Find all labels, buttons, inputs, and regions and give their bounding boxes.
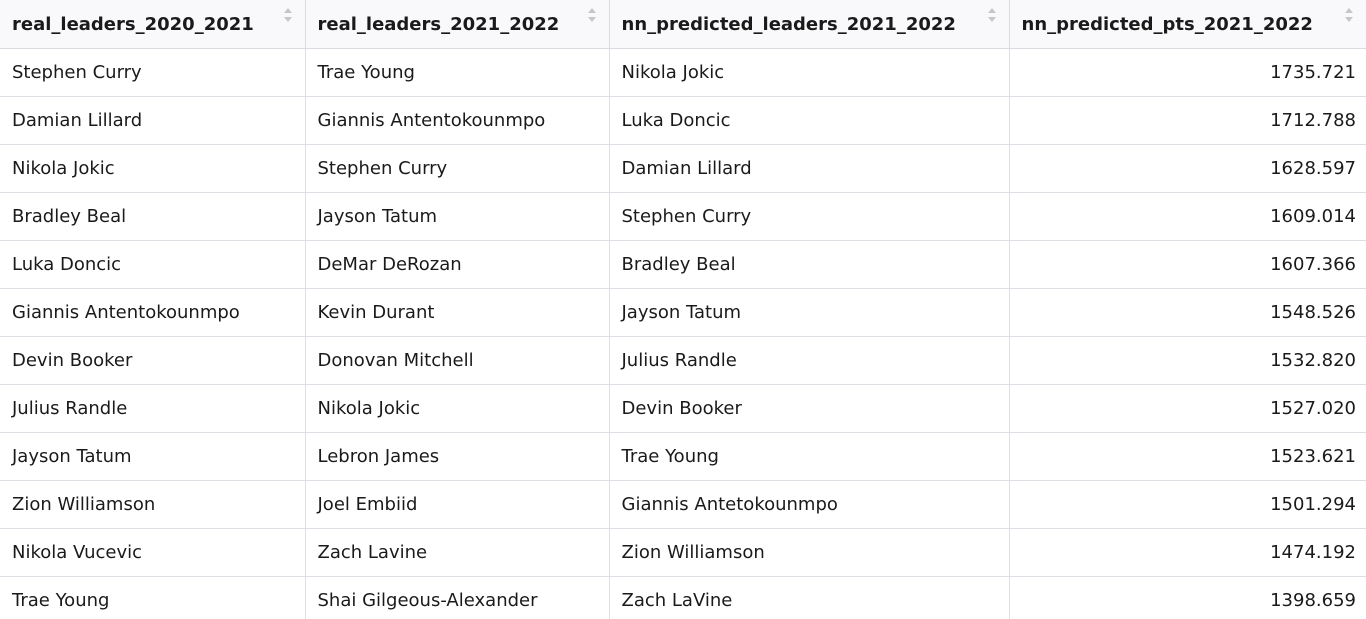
real-leaders-2020-2021-cell: Stephen Curry (0, 48, 306, 97)
nn-predicted-leader-cell: Zach LaVine (608, 576, 1010, 619)
nn-predicted-pts-cell: 1609.014 (1008, 192, 1366, 241)
nn-predicted-pts-cell: 1527.020 (1008, 384, 1366, 433)
nn-predicted-pts-cell: 1398.659 (1008, 576, 1366, 619)
nn-predicted-pts-cell: 1474.192 (1008, 528, 1366, 577)
sort-arrows-icon[interactable] (1344, 6, 1354, 24)
nn-predicted-pts-cell: 1628.597 (1008, 144, 1366, 193)
nn-predicted-leader-cell: Stephen Curry (608, 192, 1010, 241)
table-row: Stephen Curry Trae Young Nikola Jokic 1735.… (0, 48, 1366, 97)
nn-predicted-leader-cell: Julius Randle (608, 336, 1010, 385)
real-leaders-2021-2022-cell: Donovan Mitchell (304, 336, 610, 385)
nn-predicted-leader-cell: Luka Doncic (608, 96, 1010, 145)
column-header-label: nn_predicted_leaders_2021_2022 (621, 13, 956, 35)
real-leaders-2021-2022-cell: Stephen Curry (304, 144, 610, 193)
sort-arrows-icon[interactable] (987, 6, 997, 24)
real-leaders-2021-2022-cell: DeMar DeRozan (304, 240, 610, 289)
nn-predicted-leader-cell: Trae Young (608, 432, 1010, 481)
real-leaders-2020-2021-cell: Nikola Vucevic (0, 528, 306, 577)
table-row: Zion Williamson Joel Embiid Giannis Anteto… (0, 480, 1366, 529)
table-row: Jayson Tatum Lebron James Trae Young 1523.6… (0, 432, 1366, 481)
real-leaders-2020-2021-cell: Giannis Antentokounmpo (0, 288, 306, 337)
header-row: real_leaders_2020_2021 real_leaders_2021… (0, 0, 1366, 49)
column-header-label: real_leaders_2021_2022 (317, 13, 560, 35)
nn-predicted-leader-cell: Jayson Tatum (608, 288, 1010, 337)
table-body: Stephen Curry Trae Young Nikola Jokic 1735.… (0, 48, 1366, 619)
table-row: Bradley Beal Jayson Tatum Stephen Curry 160… (0, 192, 1366, 241)
table-row: Giannis Antentokounmpo Kevin Durant Jayson… (0, 288, 1366, 337)
real-leaders-2021-2022-cell: Jayson Tatum (304, 192, 610, 241)
column-header-real-leaders-2020-2021[interactable]: real_leaders_2020_2021 (0, 0, 306, 49)
nn-predicted-leader-cell: Bradley Beal (608, 240, 1010, 289)
real-leaders-2021-2022-cell: Nikola Jokic (304, 384, 610, 433)
real-leaders-2021-2022-cell: Zach Lavine (304, 528, 610, 577)
real-leaders-2020-2021-cell: Zion Williamson (0, 480, 306, 529)
column-header-nn-predicted-pts-2021-2022[interactable]: nn_predicted_pts_2021_2022 (1008, 0, 1366, 49)
table-header: real_leaders_2020_2021 real_leaders_2021… (0, 0, 1366, 49)
real-leaders-2021-2022-cell: Trae Young (304, 48, 610, 97)
sort-arrows-icon[interactable] (587, 6, 597, 24)
sort-arrows-icon[interactable] (283, 6, 293, 24)
nn-predicted-pts-cell: 1523.621 (1008, 432, 1366, 481)
nn-predicted-leader-cell: Zion Williamson (608, 528, 1010, 577)
column-header-real-leaders-2021-2022[interactable]: real_leaders_2021_2022 (304, 0, 610, 49)
real-leaders-2020-2021-cell: Devin Booker (0, 336, 306, 385)
nn-predicted-pts-cell: 1548.526 (1008, 288, 1366, 337)
table-row: Julius Randle Nikola Jokic Devin Booker 152… (0, 384, 1366, 433)
real-leaders-2020-2021-cell: Damian Lillard (0, 96, 306, 145)
nn-predicted-pts-cell: 1501.294 (1008, 480, 1366, 529)
nn-predicted-pts-cell: 1607.366 (1008, 240, 1366, 289)
real-leaders-2020-2021-cell: Bradley Beal (0, 192, 306, 241)
nn-predicted-leader-cell: Damian Lillard (608, 144, 1010, 193)
real-leaders-2020-2021-cell: Julius Randle (0, 384, 306, 433)
real-leaders-2020-2021-cell: Nikola Jokic (0, 144, 306, 193)
column-header-nn-predicted-leaders-2021-2022[interactable]: nn_predicted_leaders_2021_2022 (608, 0, 1010, 49)
real-leaders-2020-2021-cell: Trae Young (0, 576, 306, 619)
nn-predicted-leader-cell: Devin Booker (608, 384, 1010, 433)
real-leaders-2021-2022-cell: Joel Embiid (304, 480, 610, 529)
nn-predicted-pts-cell: 1735.721 (1008, 48, 1366, 97)
table-row: Nikola Vucevic Zach Lavine Zion Williamson… (0, 528, 1366, 577)
nn-predicted-pts-cell: 1712.788 (1008, 96, 1366, 145)
nn-predicted-leader-cell: Nikola Jokic (608, 48, 1010, 97)
real-leaders-2021-2022-cell: Lebron James (304, 432, 610, 481)
real-leaders-2020-2021-cell: Luka Doncic (0, 240, 306, 289)
table-row: Damian Lillard Giannis Antentokounmpo Luka… (0, 96, 1366, 145)
real-leaders-2021-2022-cell: Kevin Durant (304, 288, 610, 337)
real-leaders-2021-2022-cell: Shai Gilgeous-Alexander (304, 576, 610, 619)
column-header-label: nn_predicted_pts_2021_2022 (1021, 13, 1313, 35)
real-leaders-2021-2022-cell: Giannis Antentokounmpo (304, 96, 610, 145)
nn-predicted-leader-cell: Giannis Antetokounmpo (608, 480, 1010, 529)
table-row: Trae Young Shai Gilgeous-Alexander Zach La… (0, 576, 1366, 619)
nn-predicted-pts-cell: 1532.820 (1008, 336, 1366, 385)
table-row: Luka Doncic DeMar DeRozan Bradley Beal 1607… (0, 240, 1366, 289)
table-row: Nikola Jokic Stephen Curry Damian Lillard 1… (0, 144, 1366, 193)
real-leaders-2020-2021-cell: Jayson Tatum (0, 432, 306, 481)
table-row: Devin Booker Donovan Mitchell Julius Randl… (0, 336, 1366, 385)
column-header-label: real_leaders_2020_2021 (12, 13, 254, 35)
